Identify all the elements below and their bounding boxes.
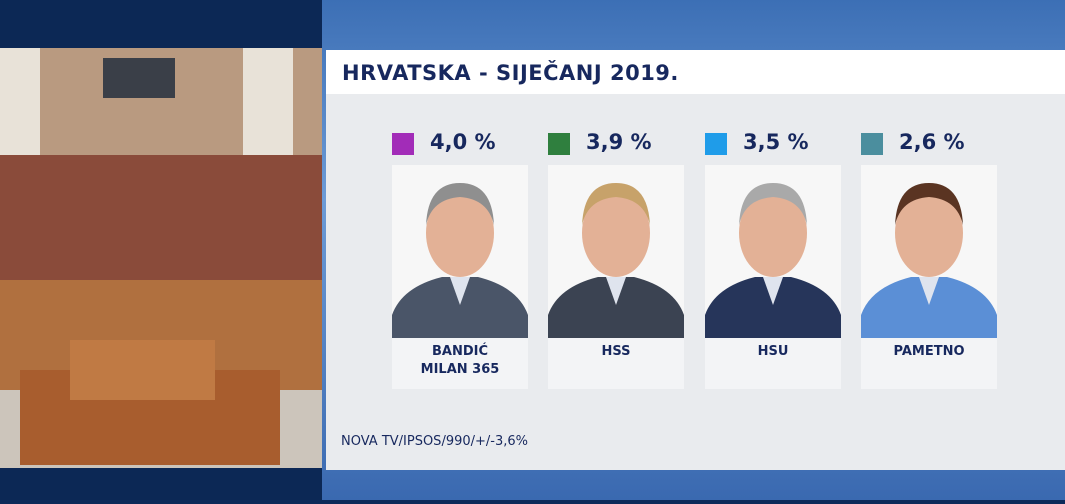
candidate-card: HSU: [705, 165, 841, 389]
title: HRVATSKA - SIJEČANJ 2019.: [342, 61, 679, 85]
face: [426, 189, 494, 277]
torso: [392, 277, 528, 338]
lectern-top: [70, 340, 215, 400]
candidate-card: HSS: [548, 165, 684, 389]
torso: [548, 277, 684, 338]
label-line: MILAN 365: [420, 362, 500, 377]
torso: [861, 277, 997, 338]
hair: [895, 183, 963, 225]
portrait: [548, 165, 684, 338]
label-line: HSU: [757, 344, 789, 359]
portrait: [861, 165, 997, 338]
portrait: [705, 165, 841, 338]
portrait: [392, 165, 528, 338]
collar: [606, 277, 626, 305]
label-line: HSS: [601, 344, 631, 359]
candidate-label: BANDIĆ MILAN 365: [392, 343, 528, 379]
candidate-photo: [392, 165, 528, 338]
candidate-card: BANDIĆ MILAN 365: [392, 165, 528, 389]
pillar: [243, 48, 293, 168]
poll-panel: HRVATSKA - SIJEČANJ 2019. 4,0 % BANDIĆ MI…: [326, 50, 1065, 470]
share-value: 3,9 %: [586, 130, 652, 154]
color-swatch: [392, 133, 414, 155]
collar: [919, 277, 939, 305]
screen-monitor: [103, 58, 175, 98]
label-line: BANDIĆ: [431, 344, 489, 359]
hair: [739, 183, 807, 225]
torso: [705, 277, 841, 338]
collar: [450, 277, 470, 305]
color-swatch: [548, 133, 570, 155]
candidate-label: HSS: [548, 343, 684, 361]
title-bar: HRVATSKA - SIJEČANJ 2019.: [326, 50, 1065, 94]
face: [895, 189, 963, 277]
face: [739, 189, 807, 277]
candidate-label: HSU: [705, 343, 841, 361]
candidate-card: PAMETNO: [861, 165, 997, 389]
video-inset: [0, 0, 322, 500]
parliament-image: [0, 48, 322, 468]
candidate-photo: [548, 165, 684, 338]
source-note: NOVA TV/IPSOS/990/+/-3,6%: [341, 434, 529, 449]
hair: [582, 183, 650, 225]
face: [582, 189, 650, 277]
share-value: 2,6 %: [899, 130, 965, 154]
share-value: 3,5 %: [743, 130, 809, 154]
pillar: [0, 48, 40, 168]
candidate-label: PAMETNO: [861, 343, 997, 361]
collar: [763, 277, 783, 305]
benches: [0, 155, 322, 285]
color-swatch: [705, 133, 727, 155]
candidate-photo: [705, 165, 841, 338]
candidate-photo: [861, 165, 997, 338]
hair: [426, 183, 494, 225]
share-value: 4,0 %: [430, 130, 496, 154]
color-swatch: [861, 133, 883, 155]
label-line: PAMETNO: [893, 344, 965, 359]
